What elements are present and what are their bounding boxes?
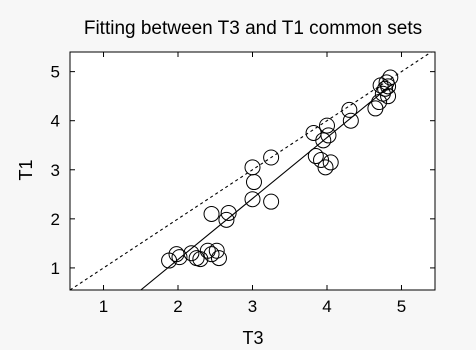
plot-area: 1 2 3 4 5 1 2 3 4 5 <box>51 51 436 316</box>
identity-line <box>70 52 432 290</box>
x-tick-label: 5 <box>397 297 406 316</box>
data-point <box>244 191 261 208</box>
chart-title: Fitting between T3 and T1 common sets <box>84 18 422 39</box>
data-point <box>220 204 237 221</box>
fit-line <box>140 83 393 290</box>
plot-frame <box>69 51 436 291</box>
data-point <box>218 211 235 228</box>
data-point <box>380 88 397 105</box>
data-point <box>183 245 200 262</box>
data-point <box>320 127 337 144</box>
x-axis-label: T3 <box>242 328 263 348</box>
y-tick-label: 4 <box>51 112 60 131</box>
data-point <box>371 94 388 111</box>
data-point <box>171 249 188 266</box>
data-point <box>208 242 225 259</box>
data-point <box>307 148 324 165</box>
data-point <box>380 78 397 95</box>
x-tick-label: 1 <box>99 297 108 316</box>
data-point <box>341 101 358 118</box>
y-tick-label: 2 <box>51 210 60 229</box>
data-point <box>244 159 261 176</box>
data-point <box>377 80 394 97</box>
data-point <box>210 250 227 267</box>
data-point <box>322 154 339 171</box>
data-point <box>315 132 332 149</box>
y-axis-label: T1 <box>16 159 36 180</box>
data-point <box>342 112 359 129</box>
data-point <box>318 117 335 134</box>
x-tick-label: 3 <box>248 297 257 316</box>
x-tick-label: 4 <box>322 297 331 316</box>
data-point <box>263 193 280 210</box>
data-point <box>203 246 220 263</box>
data-point <box>263 149 280 166</box>
data-point <box>317 159 334 176</box>
x-tick-label: 2 <box>173 297 182 316</box>
y-tick-label: 1 <box>51 259 60 278</box>
data-point <box>199 242 216 259</box>
y-tick-label: 3 <box>51 161 60 180</box>
data-point <box>203 205 220 222</box>
y-tick-label: 5 <box>51 63 60 82</box>
data-point <box>382 69 399 86</box>
